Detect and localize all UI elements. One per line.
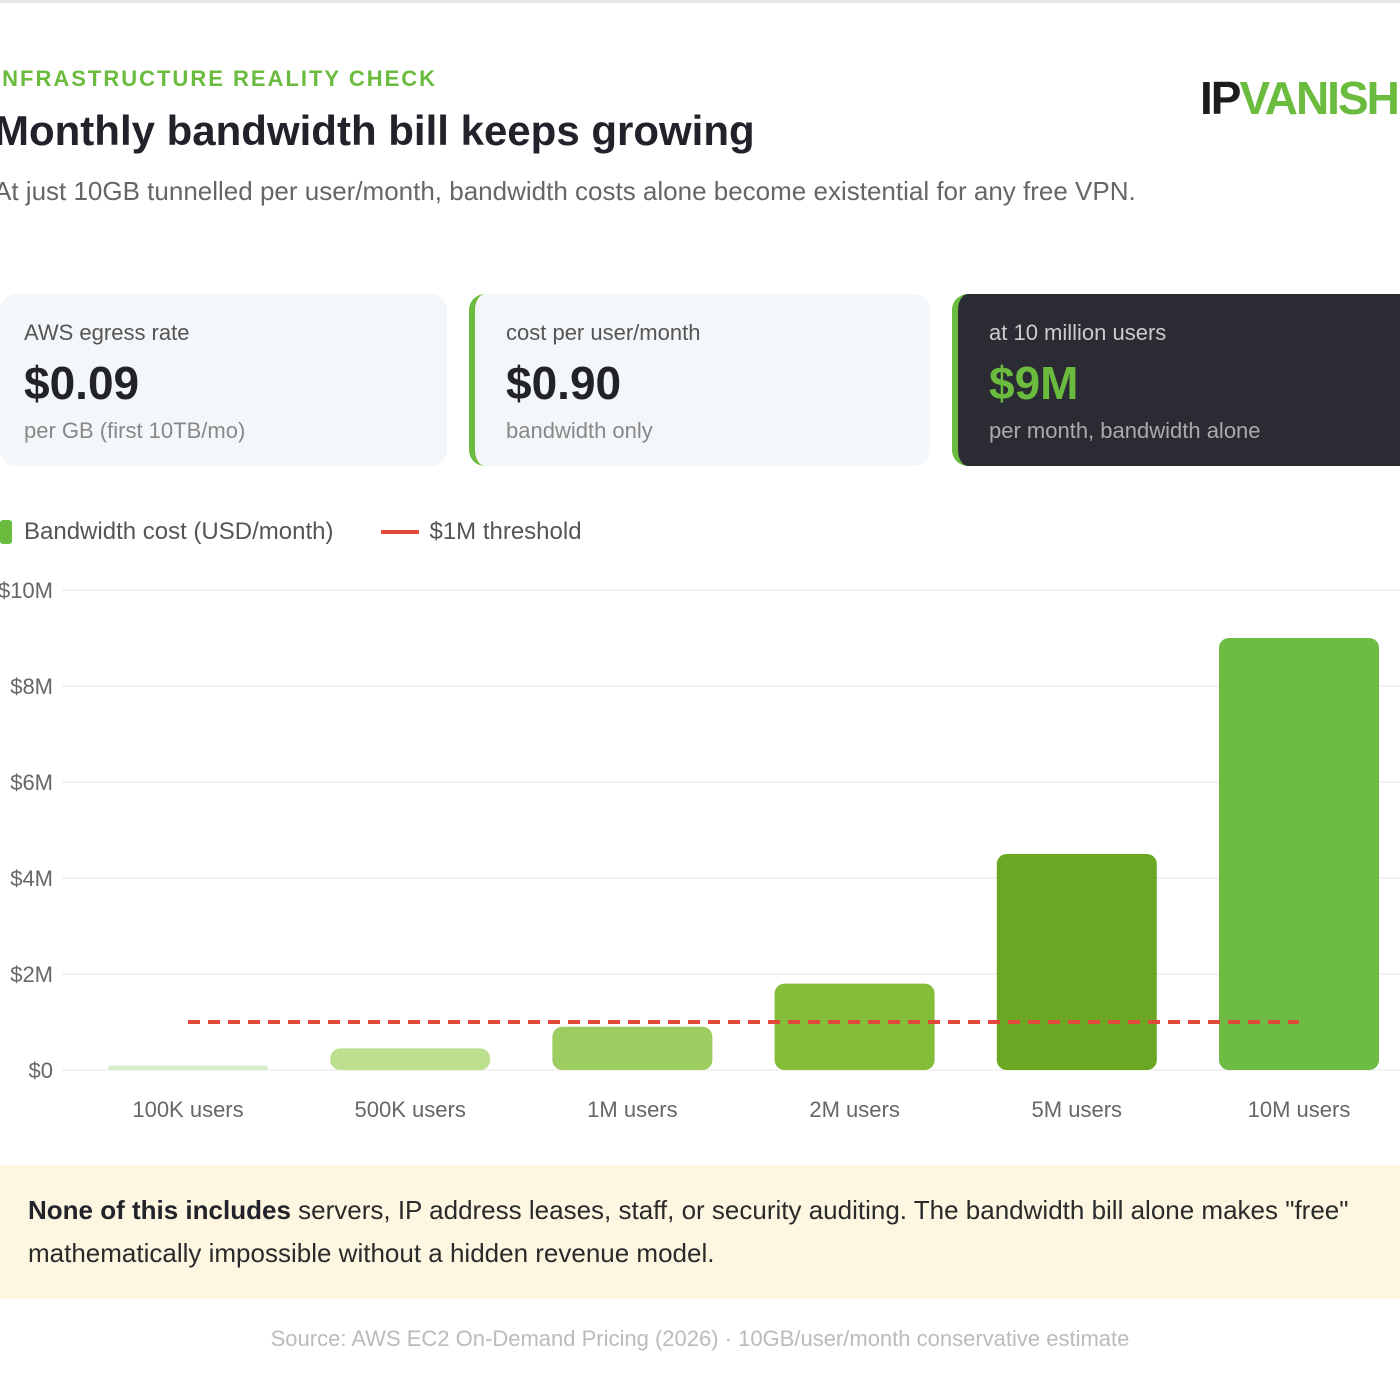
legend-swatch-bars <box>0 520 12 544</box>
page-title: Monthly bandwidth bill keeps growing <box>0 107 755 154</box>
eyebrow: INFRASTRUCTURE REALITY CHECK <box>0 66 438 91</box>
y-tick-label: $2M <box>10 962 53 987</box>
bar-chart: $0 $2M $4M $6M $8M $10M 100K users 500K users 1M… <box>0 578 1400 1122</box>
note-box: None of this includes servers, IP addres… <box>0 1165 1400 1299</box>
x-tick-label: 100K users <box>132 1097 243 1122</box>
bar <box>108 1065 268 1070</box>
x-tick-label: 500K users <box>355 1097 466 1122</box>
bar <box>330 1048 491 1070</box>
x-tick-label: 5M users <box>1032 1097 1122 1122</box>
legend-swatch-threshold <box>381 530 420 534</box>
legend-threshold: $1M threshold <box>429 518 582 545</box>
logo: IPVANISH <box>1200 72 1400 124</box>
y-tick-label: $8M <box>10 674 53 699</box>
bar <box>774 983 935 1070</box>
stat-card-per-user: cost per user/month $0.90 bandwidth only <box>469 294 930 466</box>
y-tick-label: $6M <box>10 770 53 795</box>
legend-bars: Bandwidth cost (USD/month) <box>24 518 334 545</box>
stat-card-10m: at 10 million users $9M per month, bandwid… <box>952 294 1400 466</box>
y-tick-label: $0 <box>29 1058 53 1083</box>
y-tick-label: $10M <box>0 578 53 603</box>
bar <box>552 1026 713 1070</box>
x-tick-label: 1M users <box>587 1097 677 1122</box>
bar <box>1219 638 1379 1070</box>
x-tick-label: 2M users <box>809 1097 899 1122</box>
subtitle: At just 10GB tunnelled per user/month, b… <box>0 176 1136 206</box>
legend: Bandwidth cost (USD/month) $1M threshold <box>0 518 582 546</box>
bar <box>996 854 1157 1070</box>
y-tick-label: $4M <box>10 866 53 891</box>
stat-card-egress: AWS egress rate $0.09 per GB (first 10TB/m… <box>0 294 447 466</box>
source: Source: AWS EC2 On-Demand Pricing (2026)… <box>270 1326 1130 1351</box>
x-tick-label: 10M users <box>1248 1097 1351 1122</box>
